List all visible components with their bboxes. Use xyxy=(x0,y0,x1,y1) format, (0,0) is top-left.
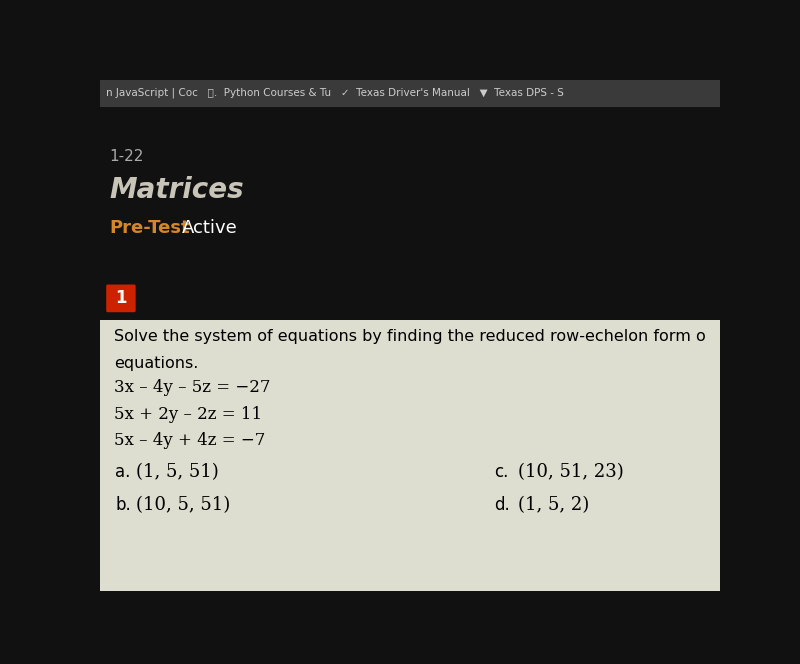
Text: 1: 1 xyxy=(115,290,126,307)
Text: (1, 5, 51): (1, 5, 51) xyxy=(136,463,218,481)
Text: 1-22: 1-22 xyxy=(110,149,144,164)
Text: Active: Active xyxy=(182,218,237,236)
Text: a.: a. xyxy=(115,463,131,481)
Text: 5x – 4y + 4z = −7: 5x – 4y + 4z = −7 xyxy=(114,432,266,449)
FancyBboxPatch shape xyxy=(100,320,720,591)
Text: d.: d. xyxy=(494,496,510,514)
Text: (10, 51, 23): (10, 51, 23) xyxy=(518,463,624,481)
Text: b.: b. xyxy=(115,496,131,514)
Text: equations.: equations. xyxy=(114,355,198,371)
Text: Pre-Test: Pre-Test xyxy=(110,218,190,236)
Text: 3x – 4y – 5z = −27: 3x – 4y – 5z = −27 xyxy=(114,379,270,396)
Text: Solve the system of equations by finding the reduced row-echelon form o: Solve the system of equations by finding… xyxy=(114,329,706,343)
FancyBboxPatch shape xyxy=(100,80,720,107)
Text: n JavaScript | Coc   ⎓.  Python Courses & Tu   ✓  Texas Driver's Manual   ▼  Tex: n JavaScript | Coc ⎓. Python Courses & T… xyxy=(106,88,564,98)
Text: (1, 5, 2): (1, 5, 2) xyxy=(518,496,590,514)
Text: c.: c. xyxy=(494,463,508,481)
Text: 5x + 2y – 2z = 11: 5x + 2y – 2z = 11 xyxy=(114,406,262,423)
Text: (10, 5, 51): (10, 5, 51) xyxy=(136,496,230,514)
Text: Matrices: Matrices xyxy=(110,176,244,204)
FancyBboxPatch shape xyxy=(106,284,136,312)
FancyBboxPatch shape xyxy=(100,107,720,320)
